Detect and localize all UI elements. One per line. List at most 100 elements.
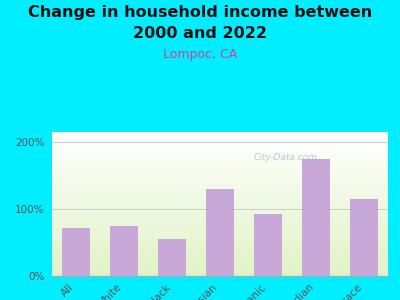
Bar (52, 158, 388, 159)
Bar (52, 159, 388, 161)
Bar (52, 136, 388, 138)
Bar (52, 224, 388, 226)
Bar (52, 270, 388, 272)
Bar (52, 256, 388, 257)
Bar (52, 198, 388, 200)
Bar (52, 149, 388, 151)
Bar (52, 218, 388, 220)
Bar (52, 151, 388, 152)
Bar (52, 257, 388, 259)
Bar (52, 179, 388, 181)
Bar (52, 236, 388, 237)
Bar (52, 246, 388, 247)
Bar (52, 266, 388, 267)
Bar (52, 223, 388, 224)
Bar (110, 226, 138, 276)
Bar (158, 239, 186, 276)
Bar (350, 199, 378, 276)
Bar (52, 238, 388, 240)
Bar (52, 146, 388, 148)
Bar (52, 213, 388, 214)
Bar (52, 233, 388, 234)
Bar (52, 138, 388, 139)
Bar (52, 247, 388, 249)
Bar (52, 145, 388, 146)
Bar (52, 141, 388, 142)
Bar (52, 184, 388, 185)
Bar (52, 187, 388, 188)
Bar (52, 135, 388, 136)
Bar (52, 165, 388, 166)
Bar (52, 148, 388, 149)
Bar (52, 202, 388, 204)
Bar (52, 191, 388, 193)
Bar (52, 175, 388, 177)
Bar (52, 201, 388, 202)
Bar (52, 220, 388, 221)
Bar (52, 132, 388, 134)
Bar (52, 217, 388, 218)
Bar (52, 182, 388, 184)
Bar (52, 262, 388, 263)
Bar (52, 193, 388, 194)
Bar (52, 177, 388, 178)
Bar (52, 211, 388, 213)
Bar (52, 157, 388, 158)
Bar (52, 174, 388, 175)
Bar (52, 164, 388, 165)
Bar (52, 178, 388, 179)
Bar (52, 272, 388, 273)
Bar (206, 189, 234, 276)
Bar (52, 221, 388, 223)
Bar (52, 267, 388, 269)
Bar (52, 243, 388, 244)
Bar (52, 188, 388, 190)
Bar (52, 240, 388, 242)
Bar (52, 185, 388, 187)
Bar (52, 249, 388, 250)
Bar (62, 228, 90, 276)
Bar (52, 229, 388, 230)
Bar (52, 226, 388, 227)
Bar (52, 134, 388, 135)
Bar (52, 155, 388, 157)
Bar (52, 260, 388, 262)
Bar (52, 161, 388, 162)
Bar (52, 273, 388, 274)
Bar (52, 181, 388, 182)
Text: Change in household income between: Change in household income between (28, 4, 372, 20)
Bar (52, 142, 388, 143)
Bar (52, 253, 388, 254)
Text: 2000 and 2022: 2000 and 2022 (133, 26, 267, 40)
Bar (52, 194, 388, 195)
Bar (52, 200, 388, 201)
Bar (52, 274, 388, 276)
Bar (52, 269, 388, 270)
Bar (52, 234, 388, 236)
Bar (52, 265, 388, 266)
Bar (52, 197, 388, 198)
Bar (52, 206, 388, 207)
Bar (52, 250, 388, 251)
Bar (52, 263, 388, 265)
Bar (52, 251, 388, 253)
Bar (52, 208, 388, 210)
Bar (52, 195, 388, 197)
Bar (52, 204, 388, 206)
Bar (52, 244, 388, 246)
Bar (52, 154, 388, 155)
Bar (52, 237, 388, 238)
Bar (52, 242, 388, 243)
Bar (52, 210, 388, 211)
Bar (302, 159, 330, 276)
Bar (52, 207, 388, 208)
Bar (52, 215, 388, 217)
Bar (52, 167, 388, 168)
Bar (52, 172, 388, 174)
Bar (254, 214, 282, 276)
Bar (52, 152, 388, 154)
Bar (52, 168, 388, 170)
Bar (52, 143, 388, 145)
Bar (52, 227, 388, 229)
Bar (52, 214, 388, 215)
